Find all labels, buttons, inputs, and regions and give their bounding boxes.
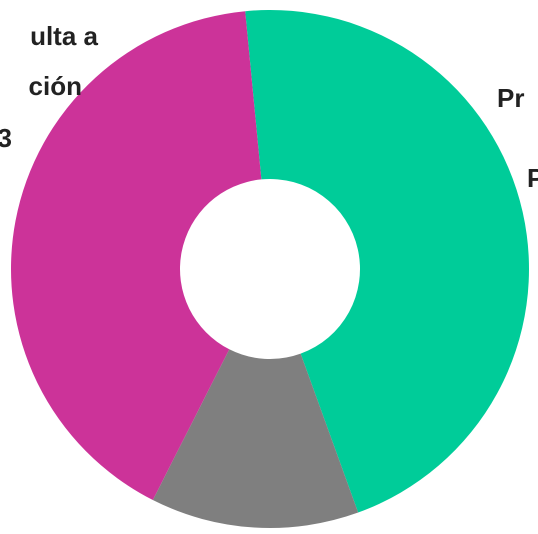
slice-label: P <box>527 163 538 193</box>
slice-label: 3 <box>0 123 12 153</box>
slice-label: Pr <box>497 83 524 113</box>
slice-label: ulta a <box>30 21 98 51</box>
slice <box>152 349 359 528</box>
slice-label: ción <box>29 71 82 101</box>
slice <box>11 11 262 500</box>
slice <box>245 10 529 513</box>
